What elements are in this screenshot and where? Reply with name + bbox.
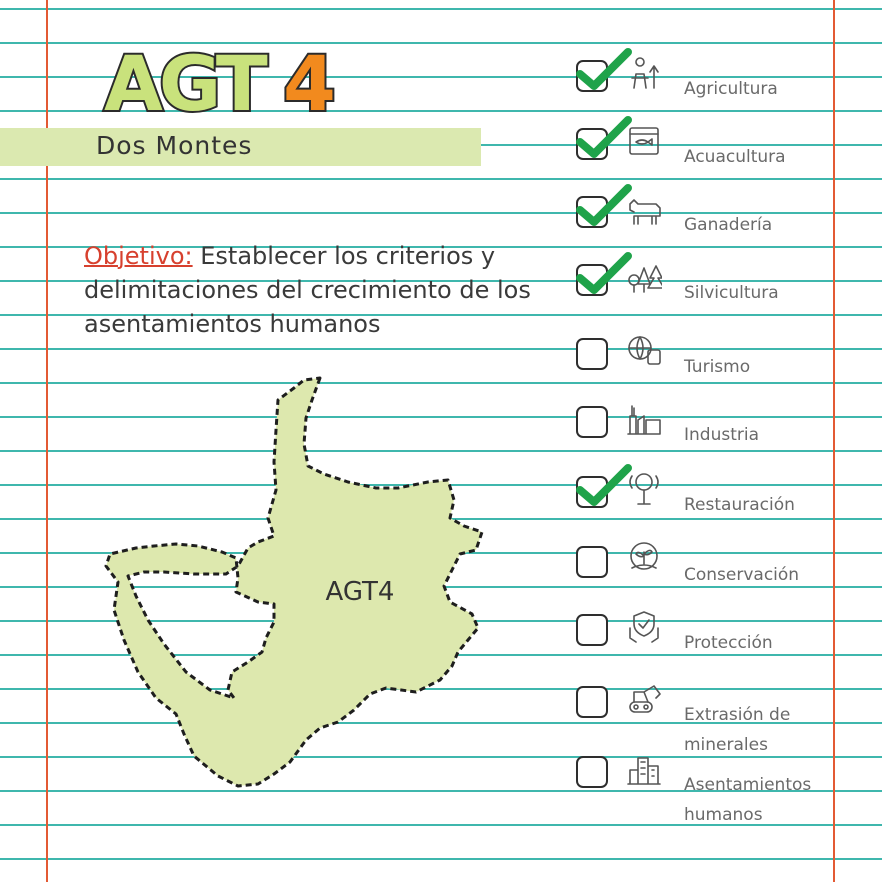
globe-luggage-icon (628, 336, 661, 365)
activity-label: Ganadería (684, 215, 773, 235)
objective-text: Objetivo: Establecer los criterios y del… (84, 239, 534, 341)
check-mark-icon (576, 464, 632, 506)
activity-item[interactable]: Silvicultura (574, 252, 834, 328)
activity-checkbox[interactable] (576, 546, 608, 578)
map-region (104, 376, 484, 788)
cow-icon (629, 199, 661, 225)
objective-body: Establecer los criterios y delimitacione… (84, 242, 531, 338)
activity-item[interactable]: Agricultura (574, 48, 834, 124)
activity-checkbox[interactable] (576, 406, 608, 438)
right-margin-line (833, 0, 835, 882)
activity-item[interactable]: Acuacultura (574, 116, 834, 192)
activity-item[interactable]: Turismo (574, 336, 834, 402)
activity-checkbox[interactable] (576, 756, 608, 788)
activity-item[interactable]: Conservación (574, 542, 834, 610)
activity-label: Extrasión de minerales (684, 705, 791, 755)
activity-item[interactable]: Protección (574, 611, 834, 678)
map-label: AGT4 (326, 577, 395, 607)
factory-icon (627, 405, 661, 435)
check-mark-icon (576, 184, 632, 226)
excavator-icon (629, 685, 661, 713)
logo-number: 4 (283, 39, 336, 118)
agt4-map: AGT4 (104, 376, 484, 788)
subtitle-highlight (0, 128, 481, 166)
activity-checkbox[interactable] (576, 686, 608, 718)
activity-label: Agricultura (684, 79, 778, 99)
activity-label: Restauración (684, 495, 795, 515)
activity-item[interactable]: Extrasión de minerales (574, 685, 834, 755)
check-mark-icon (576, 116, 632, 158)
fish-tank-icon (629, 127, 659, 155)
left-margin-line (46, 0, 48, 882)
activity-item[interactable]: Restauración (574, 464, 834, 540)
activity-label: Acuacultura (684, 147, 786, 167)
activity-label: Asentamientos humanos (684, 775, 812, 825)
city-icon (627, 757, 661, 785)
activity-item[interactable]: Ganadería (574, 184, 834, 260)
agt4-logo: AGT 4 (102, 38, 338, 118)
check-mark-icon (576, 252, 632, 294)
hands-shield-icon (629, 611, 659, 643)
subtitle: Dos Montes (96, 131, 253, 160)
farmer-icon (631, 57, 659, 89)
logo-letters: AGT (104, 39, 268, 118)
trees-icon (628, 265, 662, 293)
activity-label: Silvicultura (684, 283, 779, 303)
activity-label: Protección (684, 633, 773, 653)
activity-item[interactable]: Industria (574, 405, 834, 470)
activity-item[interactable]: Asentamientos humanos (574, 756, 834, 825)
activity-label: Industria (684, 425, 760, 445)
activity-label: Turismo (684, 357, 751, 377)
activity-checklist: Agricultura Acuacultura Ganadería Silvicult… (574, 0, 834, 882)
activity-label: Conservación (684, 565, 800, 585)
activity-checkbox[interactable] (576, 338, 608, 370)
check-mark-icon (576, 48, 632, 90)
objective-label: Objetivo: (84, 242, 193, 270)
restoration-tree-icon (629, 473, 659, 505)
hand-plant-icon (630, 542, 658, 570)
title-block: AGT 4 (100, 38, 370, 118)
activity-checkbox[interactable] (576, 614, 608, 646)
